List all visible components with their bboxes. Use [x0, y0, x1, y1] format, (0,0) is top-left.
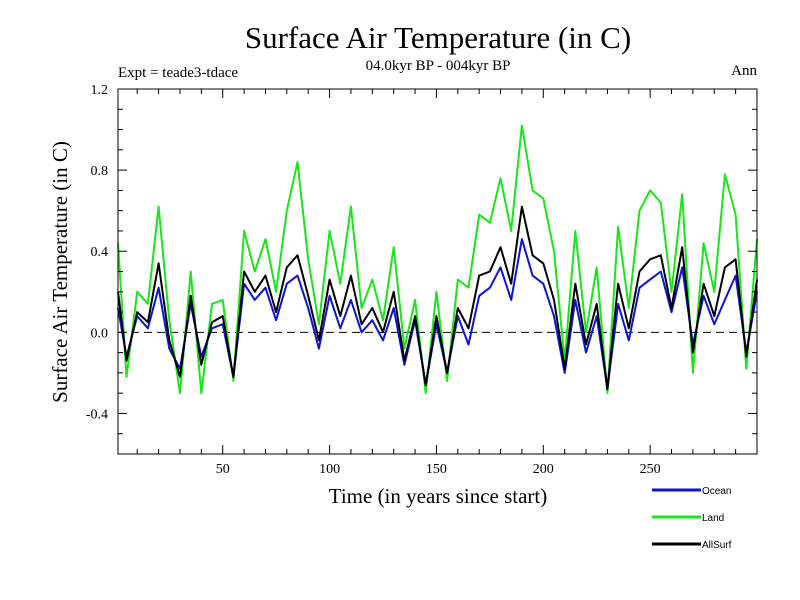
series-line-ocean: [117, 238, 758, 391]
legend-label-land: Land: [702, 513, 724, 524]
y-tick-label: -0.4: [86, 407, 108, 422]
x-tick-label: 250: [640, 462, 661, 477]
series-line-land: [117, 124, 758, 395]
experiment-label: Expt = teade3-tdace: [118, 65, 238, 81]
chart-title: Surface Air Temperature (in C): [245, 20, 631, 55]
x-axis-label: Time (in years since start): [329, 484, 548, 508]
x-tick-label: 100: [319, 462, 340, 477]
legend-label-ocean: Ocean: [702, 486, 731, 497]
plot-lines: [117, 124, 758, 395]
x-tick-label: 200: [533, 462, 554, 477]
legend-label-allsurf: AllSurf: [702, 540, 732, 551]
season-label: Ann: [731, 63, 757, 79]
y-tick-label: 1.2: [91, 83, 109, 98]
x-tick-label: 50: [216, 462, 230, 477]
y-tick-label: 0.0: [91, 326, 109, 341]
x-tick-label: 150: [426, 462, 447, 477]
y-axis-label: Surface Air Temperature (in C): [48, 141, 72, 403]
chart-subtitle: 04.0kyr BP - 004kyr BP: [366, 58, 511, 74]
y-tick-label: 0.8: [91, 164, 109, 179]
y-tick-label: 0.4: [91, 245, 109, 260]
ticks: 50 100 150 200 250 -0.4 0.0 0.4 0.8 1.2: [86, 83, 757, 477]
series-line-allsurf: [117, 205, 758, 391]
legend: Ocean Land AllSurf: [652, 486, 732, 551]
